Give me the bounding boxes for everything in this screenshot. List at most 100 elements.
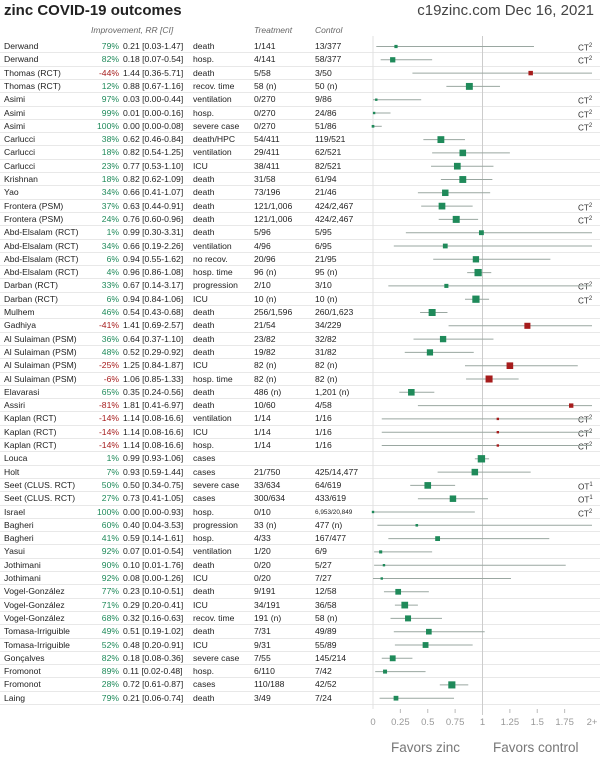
study-name: Bagheri <box>4 533 34 544</box>
row-separator <box>0 185 600 187</box>
row-separator <box>0 557 600 559</box>
control-count: 1/16 <box>315 413 332 424</box>
design-note-sup: 2 <box>588 122 593 129</box>
table-row: Frontera (PSM) 24% 0.76 [0.60-0.96] death 12… <box>0 213 600 226</box>
outcome-label: death <box>193 213 215 224</box>
outcome-label: death <box>193 333 215 344</box>
effect-marker <box>435 536 441 542</box>
study-name: Kaplan (RCT) <box>4 426 57 437</box>
study-name: Louca <box>4 453 28 464</box>
improvement-value: 71% <box>101 599 119 610</box>
study-name: Jothimani <box>4 573 41 583</box>
treatment-count: 1/14 <box>254 426 271 437</box>
outcome-label: ventilation <box>193 94 232 105</box>
control-count: 82 (n) <box>315 373 338 384</box>
effect-marker <box>382 564 386 567</box>
outcome-label: ICU <box>193 360 208 371</box>
table-row: Louca 1% 0.99 [0.93-1.06] cases <box>0 452 600 465</box>
row-separator <box>0 637 600 639</box>
control-count: 13/377 <box>315 41 342 51</box>
treatment-count: 10/60 <box>254 400 276 411</box>
control-count: 64/619 <box>315 479 342 490</box>
header-treatment: Treatment <box>254 25 293 35</box>
rr-ci-value: 0.32 [0.16-0.63] <box>123 612 184 623</box>
control-count: 1,201 (n) <box>315 386 350 397</box>
row-separator <box>0 677 600 679</box>
effect-marker <box>524 322 531 329</box>
table-row: Abd-Elsalam (RCT) 1% 0.99 [0.30-3.31] death… <box>0 226 600 239</box>
study-name: Jothimani <box>4 559 41 570</box>
outcome-label: death <box>193 67 215 78</box>
rr-ci-value: 0.99 [0.30-3.31] <box>123 227 184 238</box>
treatment-count: 10 (n) <box>254 293 277 304</box>
table-row: Seet (CLUS. RCT) 27% 0.73 [0.41-1.05] cases… <box>0 492 600 505</box>
effect-marker <box>426 628 432 635</box>
effect-marker <box>472 295 480 303</box>
study-name: Gadhiya <box>4 320 37 331</box>
control-count: 10 (n) <box>315 293 338 304</box>
design-note-sup: 2 <box>588 96 593 103</box>
row-separator <box>0 571 600 572</box>
row-separator <box>0 305 600 306</box>
outcome-label: ventilation <box>193 413 232 424</box>
study-name: Tomasa-Irriguible <box>4 639 70 650</box>
table-row: Kaplan (RCT) -14% 1.14 [0.08-16.6] ICU 1/14 1… <box>0 426 600 439</box>
outcome-label: hosp. <box>193 533 215 544</box>
treatment-count: 34/191 <box>254 599 281 610</box>
outcome-label: cases <box>193 493 216 504</box>
treatment-count: 121/1,006 <box>254 200 293 211</box>
study-name: Carlucci <box>4 134 36 145</box>
control-count: 82 (n) <box>315 360 338 371</box>
study-name: Al Sulaiman (PSM) <box>4 373 77 384</box>
treatment-count: 0/270 <box>254 120 276 131</box>
control-count: 145/214 <box>315 652 347 663</box>
table-row: Gonçalves 82% 0.18 [0.08-0.36] severe case 7… <box>0 652 600 665</box>
improvement-value: 24% <box>101 213 119 224</box>
study-name: Laing <box>4 692 26 703</box>
row-separator <box>0 704 600 705</box>
rr-ci-value: 0.94 [0.55-1.62] <box>123 253 184 264</box>
effect-marker <box>390 57 396 63</box>
control-count: 424/2,467 <box>315 200 354 211</box>
study-name: Carlucci <box>4 147 36 158</box>
outcome-label: hosp. <box>193 54 215 65</box>
rr-ci-value: 1.06 [0.85-1.33] <box>123 373 184 384</box>
treatment-count: 4/33 <box>254 533 271 544</box>
improvement-value: 33% <box>101 280 119 291</box>
header-control: Control <box>315 25 343 35</box>
design-note: CT2 <box>578 107 592 122</box>
control-count: 5/95 <box>315 227 332 238</box>
improvement-value: 92% <box>101 573 119 583</box>
control-count: 55/89 <box>315 639 337 650</box>
row-separator <box>0 92 600 94</box>
rr-ci-value: 0.00 [0.00-0.08] <box>123 120 184 131</box>
effect-marker <box>453 162 461 170</box>
study-name: Derwand <box>4 54 39 65</box>
design-note-sup: 2 <box>588 43 593 49</box>
rr-ci-value: 0.07 [0.01-0.54] <box>123 546 184 557</box>
effect-marker <box>415 524 419 527</box>
table-row: Fromonot 28% 0.72 [0.61-0.87] cases 110/188 4… <box>0 678 600 691</box>
row-separator <box>0 344 600 346</box>
effect-marker <box>428 309 436 316</box>
row-separator <box>0 544 600 546</box>
outcome-label: hosp. time <box>193 373 233 384</box>
row-separator <box>0 52 600 54</box>
table-row: Darban (RCT) 33% 0.67 [0.14-3.17] progressi… <box>0 279 600 292</box>
rr-ci-value: 0.77 [0.53-1.10] <box>123 160 184 171</box>
table-row: Carlucci 23% 0.77 [0.53-1.10] ICU 38/411 82/5… <box>0 160 600 173</box>
treatment-count: 82 (n) <box>254 360 277 371</box>
study-name: Al Sulaiman (PSM) <box>4 333 77 344</box>
study-name: Abd-Elsalam (RCT) <box>4 253 79 264</box>
table-row: Abd-Elsalam (RCT) 34% 0.66 [0.19-2.26] vent… <box>0 240 600 253</box>
effect-marker <box>424 482 432 489</box>
study-name: Derwand <box>4 41 39 51</box>
outcome-label: hosp. <box>193 666 215 677</box>
outcome-label: death/HPC <box>193 134 236 145</box>
improvement-value: 12% <box>101 80 119 91</box>
study-name: Mulhem <box>4 307 35 317</box>
effect-marker <box>379 550 383 554</box>
control-count: 12/58 <box>315 586 337 597</box>
table-row: Asimi 100% 0.00 [0.00-0.08] severe case 0/27… <box>0 120 600 133</box>
